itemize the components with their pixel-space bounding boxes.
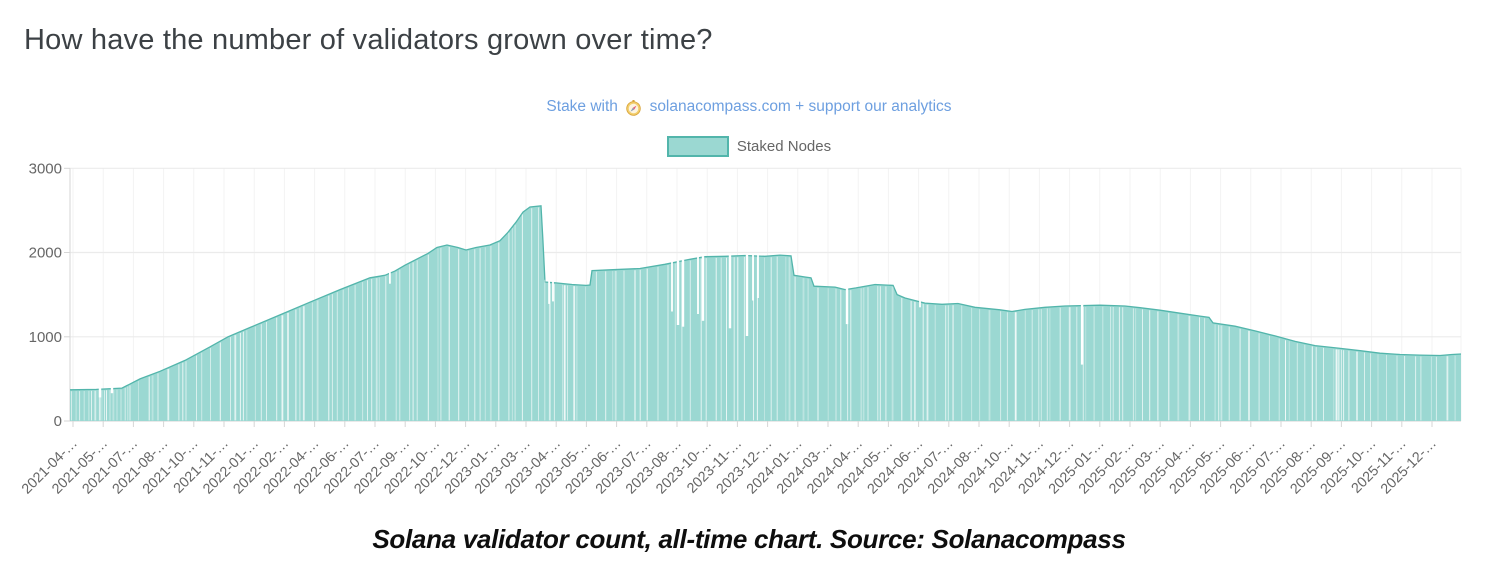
legend-staked-nodes[interactable]: Staked Nodes [0,136,1498,157]
legend-label: Staked Nodes [736,138,832,155]
staked-nodes-top-edge [69,205,1462,391]
bar-gap-stripes [71,207,1456,421]
promo-site-name: solanacompass.com [649,98,791,115]
staked-nodes-series[interactable] [69,205,1462,421]
y-axis-labels: 0 1000 2000 3000 [29,160,62,430]
missing-day-notches [98,254,1084,398]
svg-text:2000: 2000 [29,245,62,262]
promo-prefix: Stake with [546,98,618,115]
staked-nodes-area [70,205,1461,421]
chart-caption: Solana validator count, all-time chart. … [372,524,1126,554]
stake-promo-link[interactable]: Stake with solanacompass.com + support o… [0,98,1498,116]
x-axis-labels: 2021-04-…2021-05-…2021-07-…2021-08-…2021… [19,436,1440,498]
svg-text:0: 0 [54,413,62,430]
legend-swatch [666,136,729,157]
svg-text:1000: 1000 [29,329,62,346]
compass-icon [625,99,642,116]
staked-nodes-chart-canvas[interactable]: 0 1000 2000 3000 2021-04-…2021-05-…2021-07-…… [0,0,1498,522]
promo-suffix: + support our analytics [795,98,952,115]
svg-text:3000: 3000 [29,160,62,177]
page-title: How have the number of validators grown … [24,24,713,56]
